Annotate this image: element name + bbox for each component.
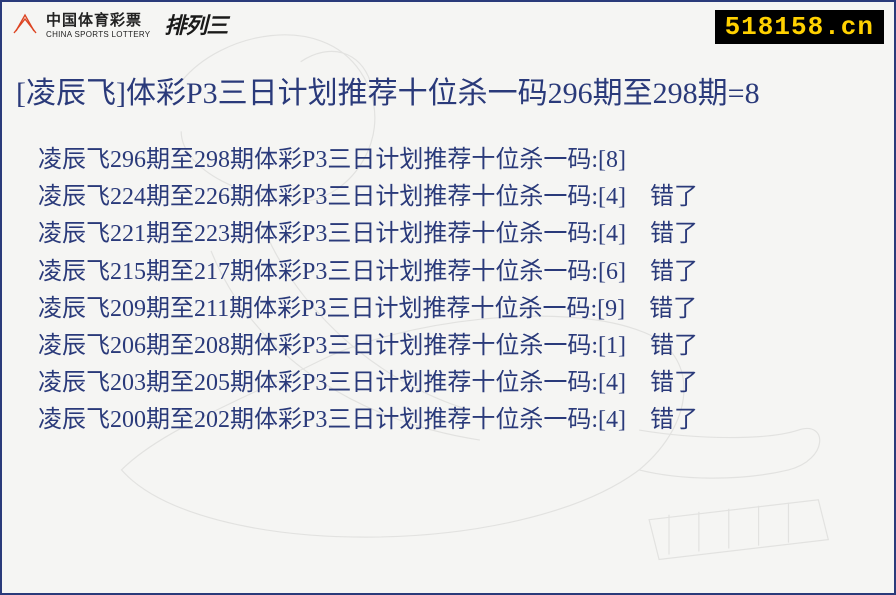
status-text: 错了 [650, 254, 698, 291]
status-text: 错了 [650, 179, 698, 216]
prediction-text: 凌辰飞209期至211期体彩P3三日计划推荐十位杀一码:[9] [38, 291, 625, 328]
list-item: 凌辰飞221期至223期体彩P3三日计划推荐十位杀一码:[4] 错了 [38, 216, 874, 253]
site-badge: 518158.cn [715, 10, 884, 44]
list-item: 凌辰飞203期至205期体彩P3三日计划推荐十位杀一码:[4] 错了 [38, 365, 874, 402]
lottery-logo-icon [12, 11, 38, 37]
list-item: 凌辰飞215期至217期体彩P3三日计划推荐十位杀一码:[6] 错了 [38, 254, 874, 291]
status-text: 错了 [650, 216, 698, 253]
status-text: 错了 [650, 402, 698, 439]
logo-text: 中国体育彩票 CHINA SPORTS LOTTERY [46, 9, 150, 39]
header: 中国体育彩票 CHINA SPORTS LOTTERY 排列三 518158.c… [2, 2, 894, 62]
logo-text-cn: 中国体育彩票 [46, 9, 150, 30]
prediction-text: 凌辰飞206期至208期体彩P3三日计划推荐十位杀一码:[1] [38, 328, 626, 365]
prediction-text: 凌辰飞215期至217期体彩P3三日计划推荐十位杀一码:[6] [38, 254, 626, 291]
prediction-text: 凌辰飞203期至205期体彩P3三日计划推荐十位杀一码:[4] [38, 365, 626, 402]
prediction-text: 凌辰飞221期至223期体彩P3三日计划推荐十位杀一码:[4] [38, 216, 626, 253]
status-text: 错了 [649, 291, 697, 328]
prediction-text: 凌辰飞200期至202期体彩P3三日计划推荐十位杀一码:[4] [38, 402, 626, 439]
status-text: 错了 [650, 328, 698, 365]
list-item: 凌辰飞296期至298期体彩P3三日计划推荐十位杀一码:[8] [38, 142, 874, 179]
list-item: 凌辰飞200期至202期体彩P3三日计划推荐十位杀一码:[4] 错了 [38, 402, 874, 439]
status-text: 错了 [650, 365, 698, 402]
list-item: 凌辰飞206期至208期体彩P3三日计划推荐十位杀一码:[1] 错了 [38, 328, 874, 365]
prediction-list: 凌辰飞296期至298期体彩P3三日计划推荐十位杀一码:[8] 凌辰飞224期至… [2, 112, 894, 440]
page-title: [凌辰飞]体彩P3三日计划推荐十位杀一码296期至298期=8 [2, 62, 894, 112]
prediction-text: 凌辰飞224期至226期体彩P3三日计划推荐十位杀一码:[4] [38, 179, 626, 216]
logo-pailiesan: 排列三 [164, 8, 227, 40]
list-item: 凌辰飞224期至226期体彩P3三日计划推荐十位杀一码:[4] 错了 [38, 179, 874, 216]
logo-text-en: CHINA SPORTS LOTTERY [46, 30, 150, 39]
logo-block: 中国体育彩票 CHINA SPORTS LOTTERY 排列三 [12, 8, 227, 40]
prediction-text: 凌辰飞296期至298期体彩P3三日计划推荐十位杀一码:[8] [38, 142, 626, 179]
list-item: 凌辰飞209期至211期体彩P3三日计划推荐十位杀一码:[9] 错了 [38, 291, 874, 328]
